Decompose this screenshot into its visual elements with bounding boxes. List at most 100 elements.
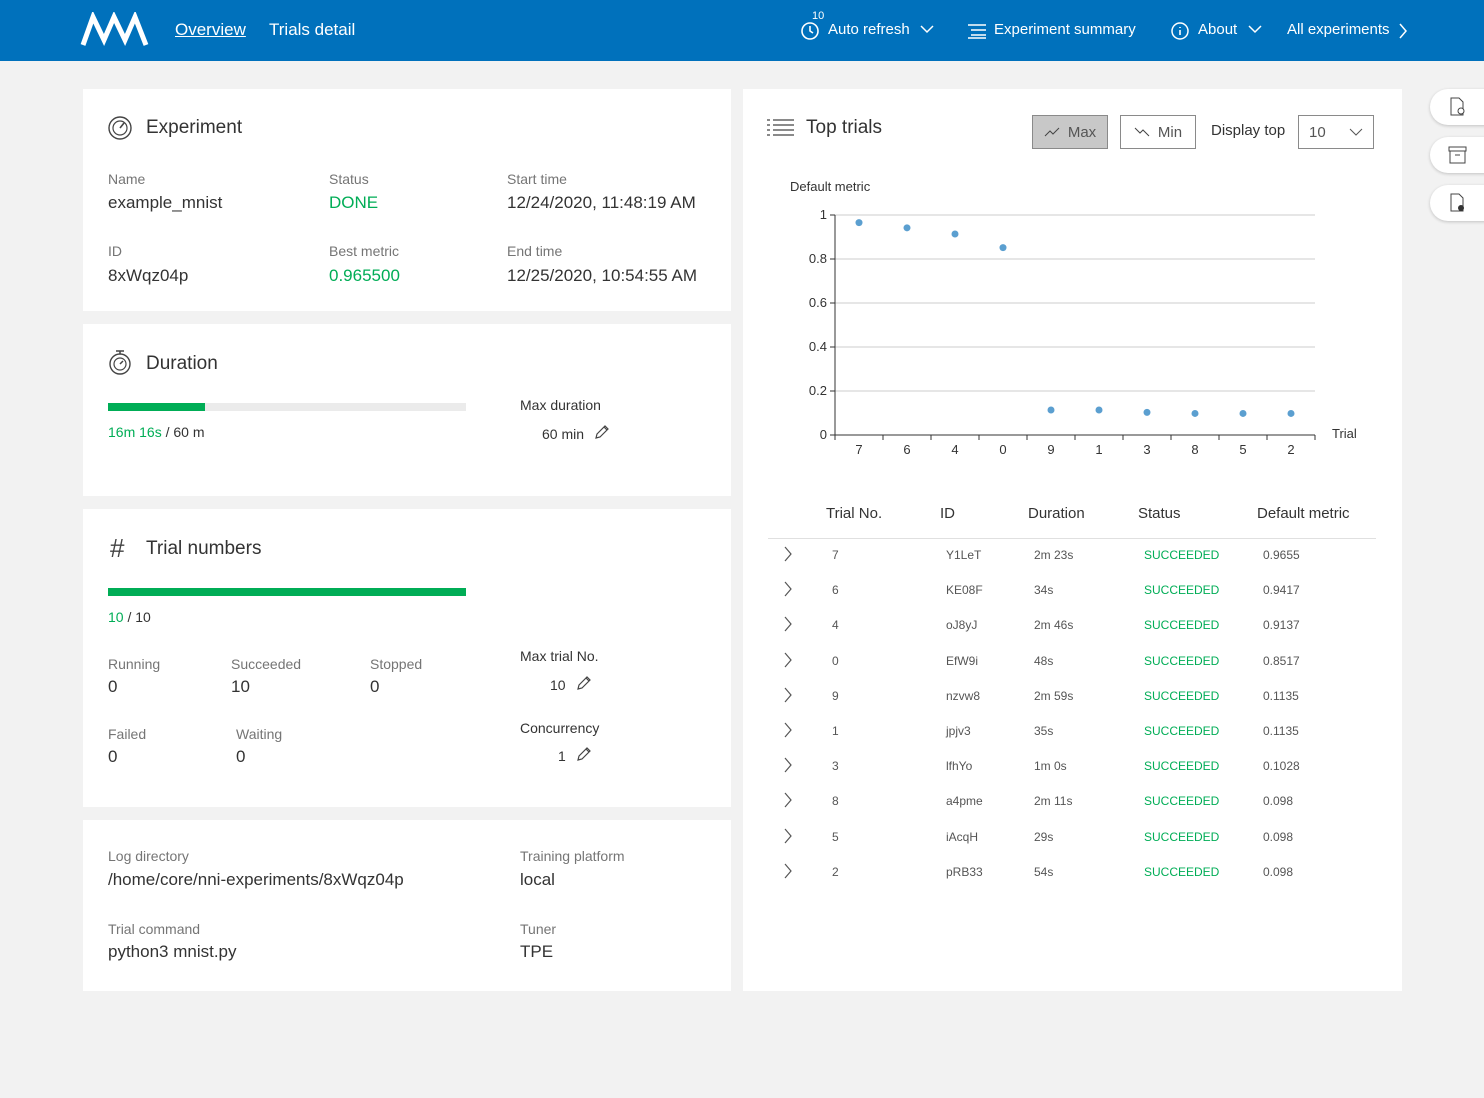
field-value: TPE [520,942,554,961]
table-cell: lfhYo [946,759,973,774]
logo[interactable] [80,12,150,48]
expand-row[interactable] [783,581,793,597]
stat-label: Waiting [236,726,283,742]
table-cell: SUCCEEDED [1144,583,1220,598]
table-cell: 0.1028 [1263,759,1300,774]
expand-row[interactable] [783,757,793,773]
field-value: 0.965500 [329,266,400,285]
expand-row[interactable] [783,828,793,844]
auto-refresh[interactable]: Auto refresh [828,21,910,38]
field-label: ID [108,243,122,259]
field-label: Name [108,171,146,187]
all-experiments[interactable]: All experiments [1287,21,1390,38]
expand-row[interactable] [783,863,793,879]
expand-row[interactable] [783,546,793,562]
expand-row[interactable] [783,722,793,738]
table-cell: nzvw8 [946,688,981,703]
point [951,230,959,238]
about[interactable]: About [1198,21,1238,38]
edit-icon[interactable] [576,675,592,691]
edit-icon[interactable] [594,424,610,440]
field-label: Max duration [520,397,601,413]
table-cell: 0.8517 [1263,653,1300,668]
chevron [784,863,792,879]
y-tick-label: 0 [820,427,827,442]
side-button[interactable] [1430,137,1484,173]
table-cell: 0.098 [1263,864,1294,879]
table-cell: 48s [1034,653,1054,668]
done: 10 [108,609,124,625]
side-button[interactable] [1430,89,1484,125]
field-value: DONE [329,193,379,212]
column-header: Status [1138,505,1181,522]
x-tick-label: 4 [951,442,958,457]
stat-value: 0 [236,747,246,766]
display-top-label: Display top [1211,122,1286,139]
expand-row[interactable] [783,792,793,808]
table-cell: pRB33 [946,864,983,879]
chevron [784,722,792,738]
duration-progress [108,403,466,411]
stat-value: 0 [108,677,118,696]
expand-row[interactable] [783,616,793,632]
field-label: Status [329,171,369,187]
x-tick-label: 0 [999,442,1006,457]
expand-row[interactable] [783,687,793,703]
table-cell: 2 [832,864,839,879]
experiment-card [83,89,731,311]
min-button[interactable]: Min [1120,115,1196,149]
stat-label: Running [108,656,161,672]
table-cell: 34s [1034,583,1054,598]
table-cell: a4pme [946,794,983,809]
display-top-select[interactable]: 10 [1298,115,1374,149]
x-tick-label: 3 [1143,442,1150,457]
elapsed: 16m 16s [108,424,162,440]
top-nav: Overview Trials detail 10 Auto refresh E… [0,0,1484,61]
nav-tab[interactable]: Trials detail [269,20,356,39]
table-cell: 3 [832,759,839,774]
chevron [784,757,792,773]
list-icon [968,24,986,39]
x-tick-label: 6 [903,442,910,457]
table-cell: 5 [832,829,839,844]
chevron [784,546,792,562]
field-label: Best metric [329,243,400,259]
table-cell: 1m 0s [1034,759,1067,774]
field-label: Start time [507,171,567,187]
column-header: Duration [1028,505,1085,522]
trial-count: 10 / 10 [108,609,151,625]
table-cell: 2m 23s [1034,548,1074,562]
column-header: Trial No. [826,505,883,522]
chevron [784,793,792,808]
nav-tab[interactable]: Overview [175,20,246,39]
stat-value: 0 [370,677,380,696]
stat-label: Stopped [370,656,423,672]
header-divider [768,538,1376,539]
field-value: python3 mnist.py [108,942,237,961]
gauge-icon [108,116,132,140]
chevron [784,652,792,667]
table-cell: SUCCEEDED [1144,724,1220,738]
max-button[interactable]: Max [1032,115,1108,149]
point [1191,409,1199,417]
trend-down-icon [1134,127,1150,137]
chevron [784,828,792,843]
table-cell: KE08F [946,583,983,598]
field-value: 8xWqz04p [108,266,189,285]
table-cell: SUCCEEDED [1144,688,1220,703]
expand-row[interactable] [783,652,793,668]
side-button[interactable] [1430,185,1484,221]
list-icon [767,119,794,136]
field-label: Trial command [108,921,201,937]
y-axis-label: Default metric [790,179,871,194]
edit-icon[interactable] [576,746,592,762]
table-cell: 0.098 [1263,794,1294,809]
stat-label: Failed [108,726,147,742]
experiment-summary[interactable]: Experiment summary [994,21,1136,38]
select-value: 10 [1309,123,1326,141]
card-title: Duration [146,353,218,374]
table-cell: jpjv3 [946,724,971,738]
y-tick-label: 0.4 [809,339,827,354]
x-axis-label: Trial [1332,426,1357,441]
